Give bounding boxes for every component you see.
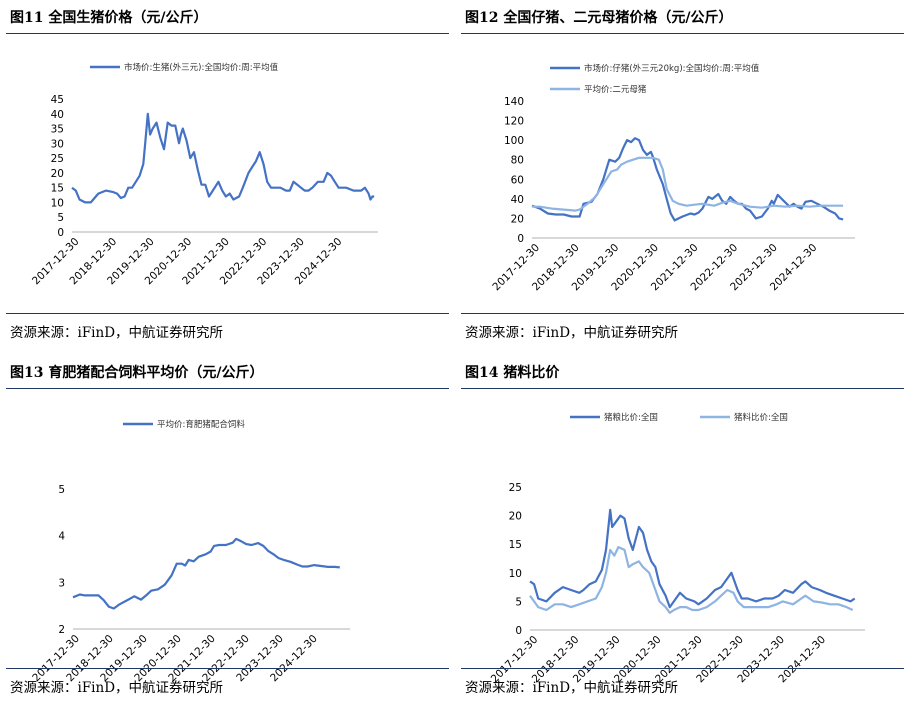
figure-title: 图14 猪料比价 xyxy=(465,365,560,381)
series-line xyxy=(532,156,844,212)
series-line xyxy=(529,546,854,614)
y-tick-label: 4 xyxy=(58,531,65,543)
y-tick-label: 10 xyxy=(51,197,64,209)
y-tick-label: 15 xyxy=(509,539,522,551)
y-tick-label: 80 xyxy=(511,155,524,167)
figure-title: 图11 全国生猪价格（元/公斤） xyxy=(10,10,208,26)
y-tick-label: 25 xyxy=(509,482,522,494)
line-chart: 23452017-12-302018-12-302019-12-302020-1… xyxy=(30,419,350,684)
y-tick-label: 20 xyxy=(51,168,64,180)
line-chart: 0510152025303540452017-12-302018-12-3020… xyxy=(30,62,378,287)
y-tick-label: 35 xyxy=(51,124,64,136)
title-rule xyxy=(461,388,904,389)
y-tick-label: 0 xyxy=(517,233,524,245)
figure-title: 图12 全国仔猪、二元母猪价格（元/公斤） xyxy=(465,10,733,26)
title-rule xyxy=(6,388,449,389)
line-chart: 05101520252017-12-302018-12-302019-12-30… xyxy=(489,412,865,685)
source-rule xyxy=(461,313,904,314)
source-note: 资源来源：iFinD，中航证券研究所 xyxy=(465,680,679,696)
y-tick-label: 100 xyxy=(504,135,524,147)
figure-title: 图13 育肥猪配合饲料平均价（元/公斤） xyxy=(10,365,264,381)
y-tick-label: 0 xyxy=(515,625,522,637)
y-tick-label: 40 xyxy=(511,194,524,206)
chart-panel-p1: 图11 全国生猪价格（元/公斤） 0 5 10 15 20 25 30 35 40 45 2017-… xyxy=(0,0,455,354)
y-tick-label: 120 xyxy=(504,116,524,128)
y-tick-label: 45 xyxy=(51,94,64,106)
source-rule xyxy=(461,668,904,669)
source-rule xyxy=(6,313,449,314)
series-line xyxy=(531,137,844,222)
legend-label: 猪粮比价:全国 xyxy=(604,412,658,423)
y-tick-label: 40 xyxy=(51,109,64,121)
source-note: 资源来源：iFinD，中航证券研究所 xyxy=(465,325,679,341)
y-tick-label: 0 xyxy=(57,227,64,239)
y-tick-label: 60 xyxy=(511,174,524,186)
legend-label: 猪料比价:全国 xyxy=(734,412,788,423)
title-rule xyxy=(6,33,449,34)
series-line xyxy=(529,508,856,609)
y-tick-label: 15 xyxy=(51,183,64,195)
title-rule xyxy=(461,33,904,34)
series-line xyxy=(72,537,340,610)
line-chart: 0204060801001201402017-12-302018-12-3020… xyxy=(490,63,855,293)
source-rule xyxy=(6,668,449,669)
y-tick-label: 5 xyxy=(58,484,65,496)
y-tick-label: 25 xyxy=(51,153,64,165)
y-tick-label: 140 xyxy=(504,96,524,108)
source-note: 资源来源：iFinD，中航证券研究所 xyxy=(10,325,224,341)
legend-label: 平均价:二元母猪 xyxy=(584,84,647,95)
y-tick-label: 5 xyxy=(515,596,522,608)
y-tick-label: 10 xyxy=(509,568,522,580)
y-tick-label: 3 xyxy=(58,577,65,589)
y-tick-label: 30 xyxy=(51,138,64,150)
chart-panel-p3: 图13 育肥猪配合饲料平均价（元/公斤） 2 3 4 5 2017-12-30 2018-… xyxy=(0,355,455,709)
source-note: 资源来源：iFinD，中航证券研究所 xyxy=(10,680,224,696)
y-tick-label: 2 xyxy=(58,624,65,636)
y-tick-label: 20 xyxy=(509,511,522,523)
legend-label: 平均价:育肥猪配合饲料 xyxy=(157,419,245,430)
y-tick-label: 20 xyxy=(511,213,524,225)
y-tick-label: 5 xyxy=(57,212,64,224)
legend-label: 市场价:仔猪(外三元20kg):全国均价:周:平均值 xyxy=(584,63,760,74)
legend-label: 市场价:生猪(外三元):全国均价:周:平均值 xyxy=(124,62,279,73)
chart-panel-p4: 图14 猪料比价 0 5 10 15 20 25 2017-12-30 2018-12-30 2… xyxy=(455,355,910,709)
series-line xyxy=(71,112,375,204)
chart-panel-p2: 图12 全国仔猪、二元母猪价格（元/公斤） 0 20 40 60 80 100 120 140… xyxy=(455,0,910,354)
